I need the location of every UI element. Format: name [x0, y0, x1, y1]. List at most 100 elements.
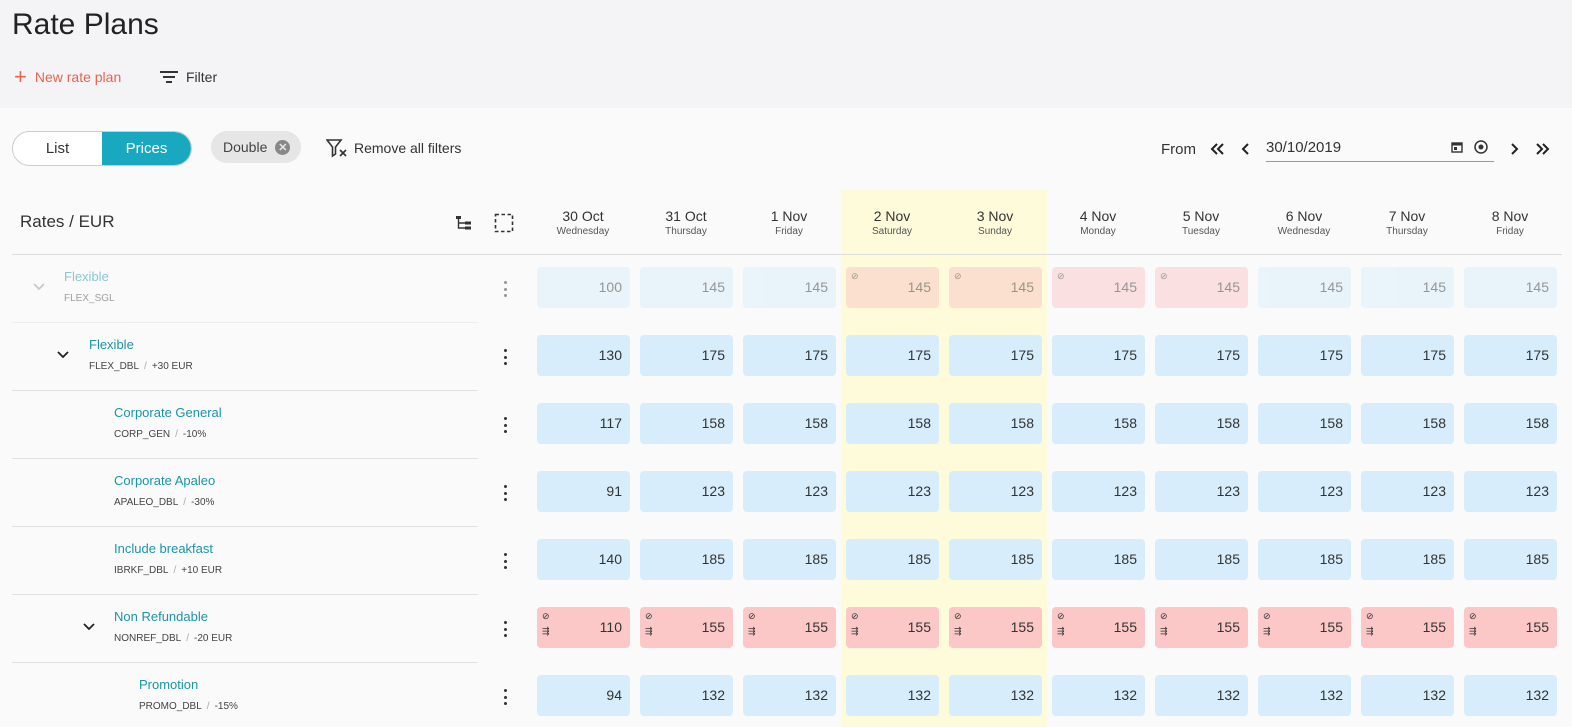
price-cell[interactable]: 175	[640, 335, 733, 376]
price-cell[interactable]: ⊘ 145	[1052, 267, 1145, 308]
price-cell[interactable]: 123	[1258, 471, 1351, 512]
price-cell[interactable]: 158	[743, 403, 836, 444]
price-cell[interactable]: ⊘ 145	[846, 267, 939, 308]
price-cell[interactable]: 185	[1155, 539, 1248, 580]
price-cell[interactable]: 158	[1464, 403, 1557, 444]
row-menu-icon[interactable]	[503, 485, 507, 501]
rate-plan-name[interactable]: Flexible	[89, 337, 134, 352]
filter-button[interactable]: Filter	[160, 66, 217, 88]
price-cell[interactable]: 175	[1155, 335, 1248, 376]
remove-all-filters-button[interactable]: Remove all filters	[326, 136, 461, 160]
next-button[interactable]	[1503, 138, 1525, 160]
price-cell[interactable]: 185	[846, 539, 939, 580]
first-page-button[interactable]	[1206, 138, 1228, 160]
price-cell[interactable]: 132	[640, 675, 733, 716]
price-cell[interactable]: 185	[640, 539, 733, 580]
row-menu-icon[interactable]	[503, 553, 507, 569]
price-cell[interactable]: 132	[846, 675, 939, 716]
price-cell[interactable]: ⊘ ⇶ 155	[640, 607, 733, 648]
price-cell[interactable]: ⊘ ⇶ 155	[949, 607, 1042, 648]
row-menu-icon[interactable]	[503, 621, 507, 637]
price-cell[interactable]: 145	[1258, 267, 1351, 308]
price-cell[interactable]: 132	[1052, 675, 1145, 716]
rate-plan-name[interactable]: Flexible	[64, 269, 109, 284]
price-cell[interactable]: 175	[743, 335, 836, 376]
price-cell[interactable]: 145	[1464, 267, 1557, 308]
rate-plan-name[interactable]: Corporate Apaleo	[114, 473, 216, 488]
price-cell[interactable]: 132	[949, 675, 1042, 716]
price-cell[interactable]: 100	[537, 267, 630, 308]
price-cell[interactable]: 123	[1052, 471, 1145, 512]
price-cell[interactable]: 158	[1052, 403, 1145, 444]
price-cell[interactable]: 132	[1361, 675, 1454, 716]
price-cell[interactable]: ⊘ ⇶ 155	[1258, 607, 1351, 648]
price-cell[interactable]: ⊘ ⇶ 155	[743, 607, 836, 648]
row-menu-icon[interactable]	[503, 281, 507, 297]
price-cell[interactable]: 158	[1258, 403, 1351, 444]
chevron-down-icon[interactable]	[82, 622, 96, 632]
price-cell[interactable]: 158	[846, 403, 939, 444]
price-cell[interactable]: 123	[846, 471, 939, 512]
price-cell[interactable]: ⊘ ⇶ 155	[1361, 607, 1454, 648]
price-cell[interactable]: 117	[537, 403, 630, 444]
price-cell[interactable]: 175	[1052, 335, 1145, 376]
price-cell[interactable]: 123	[1361, 471, 1454, 512]
price-cell[interactable]: 185	[1052, 539, 1145, 580]
view-prices-option[interactable]: Prices	[102, 132, 191, 165]
view-list-option[interactable]: List	[45, 140, 70, 157]
price-cell[interactable]: 185	[1258, 539, 1351, 580]
price-cell[interactable]: 123	[640, 471, 733, 512]
price-cell[interactable]: 175	[1464, 335, 1557, 376]
row-menu-icon[interactable]	[503, 349, 507, 365]
select-all-icon[interactable]	[494, 213, 514, 233]
rate-plan-name[interactable]: Include breakfast	[114, 541, 214, 556]
last-page-button[interactable]	[1532, 138, 1554, 160]
calendar-icon[interactable]	[1449, 139, 1465, 155]
price-cell[interactable]: 123	[1464, 471, 1557, 512]
price-cell[interactable]: 158	[1361, 403, 1454, 444]
price-cell[interactable]: ⊘ ⇶ 155	[846, 607, 939, 648]
price-cell[interactable]: 158	[640, 403, 733, 444]
price-cell[interactable]: ⊘ ⇶ 155	[1155, 607, 1248, 648]
row-menu-icon[interactable]	[503, 417, 507, 433]
rate-plan-name[interactable]: Promotion	[139, 677, 199, 692]
price-cell[interactable]: 123	[1155, 471, 1248, 512]
price-cell[interactable]: 132	[1258, 675, 1351, 716]
chip-remove-icon[interactable]: ✕	[275, 139, 291, 155]
chevron-down-icon[interactable]	[32, 282, 46, 292]
price-cell[interactable]: 145	[1361, 267, 1454, 308]
price-cell[interactable]: 185	[743, 539, 836, 580]
price-cell[interactable]: 158	[949, 403, 1042, 444]
price-cell[interactable]: ⊘ ⇶ 110	[537, 607, 630, 648]
price-cell[interactable]: 130	[537, 335, 630, 376]
price-cell[interactable]: 185	[1464, 539, 1557, 580]
price-cell[interactable]: 123	[949, 471, 1042, 512]
price-cell[interactable]: 94	[537, 675, 630, 716]
price-cell[interactable]: ⊘ 145	[1155, 267, 1248, 308]
price-cell[interactable]: 91	[537, 471, 630, 512]
price-cell[interactable]: 132	[1464, 675, 1557, 716]
row-menu-icon[interactable]	[503, 689, 507, 705]
rate-plan-name[interactable]: Corporate General	[114, 405, 222, 420]
price-cell[interactable]: 185	[949, 539, 1042, 580]
today-target-icon[interactable]	[1473, 139, 1489, 155]
price-cell[interactable]: 175	[1258, 335, 1351, 376]
price-cell[interactable]: 175	[846, 335, 939, 376]
price-cell[interactable]: 132	[743, 675, 836, 716]
rate-plan-name[interactable]: Non Refundable	[114, 609, 208, 624]
price-cell[interactable]: 140	[537, 539, 630, 580]
price-cell[interactable]: 123	[743, 471, 836, 512]
price-cell[interactable]: ⊘ ⇶ 155	[1464, 607, 1557, 648]
price-cell[interactable]: 185	[1361, 539, 1454, 580]
tree-expand-icon[interactable]	[454, 213, 474, 233]
price-cell[interactable]: 175	[949, 335, 1042, 376]
price-cell[interactable]: ⊘ 145	[949, 267, 1042, 308]
price-cell[interactable]: 132	[1155, 675, 1248, 716]
price-cell[interactable]: 145	[640, 267, 733, 308]
chevron-down-icon[interactable]	[56, 350, 70, 360]
price-cell[interactable]: 175	[1361, 335, 1454, 376]
price-cell[interactable]: ⊘ ⇶ 155	[1052, 607, 1145, 648]
previous-button[interactable]	[1235, 138, 1257, 160]
new-rate-plan-button[interactable]: + New rate plan	[14, 66, 121, 88]
price-cell[interactable]: 158	[1155, 403, 1248, 444]
